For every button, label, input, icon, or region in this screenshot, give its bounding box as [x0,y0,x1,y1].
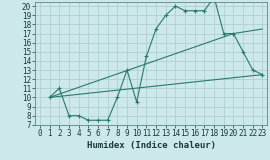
X-axis label: Humidex (Indice chaleur): Humidex (Indice chaleur) [87,141,216,150]
